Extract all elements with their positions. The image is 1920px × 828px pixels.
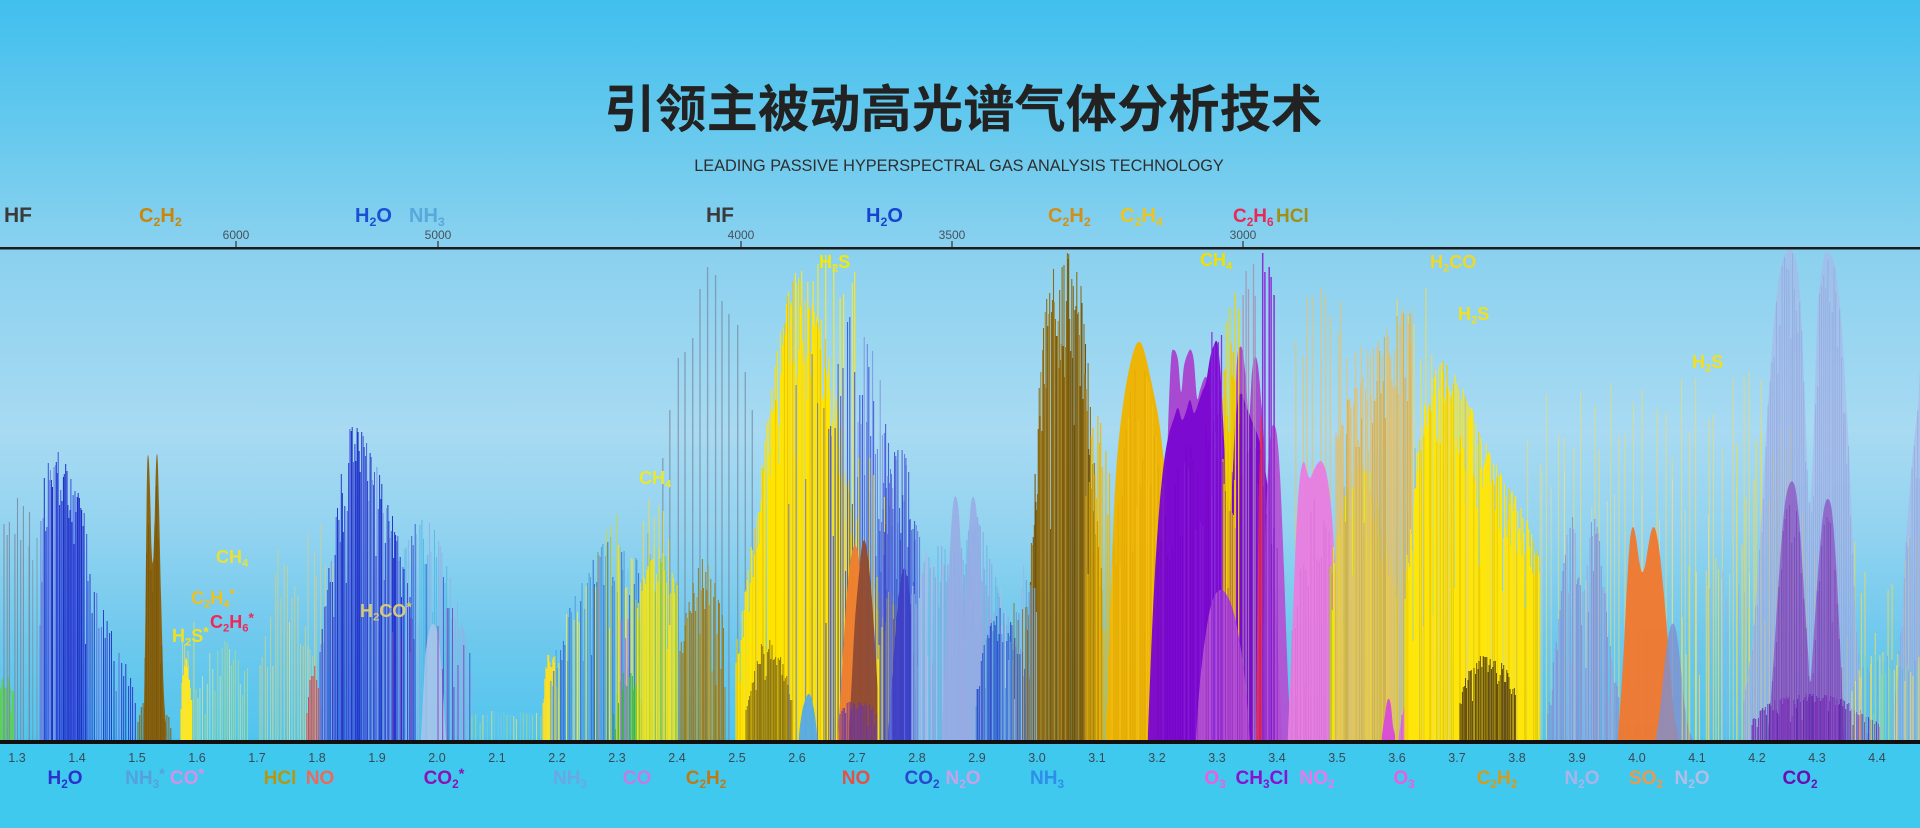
svg-text:3.7: 3.7	[1448, 751, 1465, 765]
svg-text:HF: HF	[706, 204, 734, 227]
svg-text:2.8: 2.8	[908, 751, 925, 765]
svg-text:CH4: CH4	[639, 468, 672, 491]
svg-text:O3: O3	[1204, 768, 1226, 791]
svg-text:H2CO: H2CO	[1430, 252, 1476, 275]
svg-text:H2O: H2O	[47, 768, 82, 791]
svg-text:3500: 3500	[939, 228, 966, 242]
svg-text:HCl: HCl	[1276, 206, 1309, 227]
svg-text:C2H2: C2H2	[686, 768, 727, 791]
svg-text:O3: O3	[1393, 768, 1415, 791]
svg-text:2.4: 2.4	[668, 751, 685, 765]
svg-text:3.2: 3.2	[1148, 751, 1165, 765]
svg-text:1.6: 1.6	[188, 751, 205, 765]
svg-text:2.3: 2.3	[608, 751, 625, 765]
svg-text:3.6: 3.6	[1388, 751, 1405, 765]
svg-text:CO*: CO*	[170, 766, 205, 789]
svg-text:4.3: 4.3	[1808, 751, 1825, 765]
svg-text:H2CO*: H2CO*	[360, 599, 412, 624]
svg-text:CH4: CH4	[216, 547, 249, 570]
svg-text:SO2: SO2	[1629, 768, 1663, 791]
svg-text:2.1: 2.1	[488, 751, 505, 765]
svg-text:3.1: 3.1	[1088, 751, 1105, 765]
svg-text:1.4: 1.4	[68, 751, 85, 765]
svg-text:CO2*: CO2*	[424, 766, 465, 791]
svg-text:CH4: CH4	[1200, 250, 1233, 273]
svg-text:3.4: 3.4	[1268, 751, 1285, 765]
svg-text:2.0: 2.0	[428, 751, 445, 765]
svg-text:NH3: NH3	[553, 768, 587, 791]
svg-text:1.9: 1.9	[368, 751, 385, 765]
svg-text:2.2: 2.2	[548, 751, 565, 765]
svg-text:3.0: 3.0	[1028, 751, 1045, 765]
svg-text:3.5: 3.5	[1328, 751, 1345, 765]
svg-text:LEADING PASSIVE HYPERSPECTRAL: LEADING PASSIVE HYPERSPECTRAL GAS ANALYS…	[694, 157, 1224, 175]
svg-text:CO2: CO2	[1782, 768, 1818, 791]
svg-text:1.3: 1.3	[8, 751, 25, 765]
svg-text:4000: 4000	[728, 228, 755, 242]
svg-text:4.1: 4.1	[1688, 751, 1705, 765]
svg-text:2.6: 2.6	[788, 751, 805, 765]
svg-text:2.5: 2.5	[728, 751, 745, 765]
svg-text:2.7: 2.7	[848, 751, 865, 765]
svg-text:NH3: NH3	[409, 205, 445, 229]
svg-text:C2H2: C2H2	[139, 205, 182, 229]
svg-text:H2S: H2S	[1692, 352, 1723, 375]
svg-text:C2H6: C2H6	[1233, 206, 1274, 229]
svg-text:N2O: N2O	[1674, 768, 1709, 791]
svg-text:NH3*: NH3*	[125, 766, 165, 791]
svg-text:H2S: H2S	[1458, 304, 1489, 327]
svg-text:HCl: HCl	[264, 768, 297, 789]
svg-text:H2O: H2O	[355, 205, 392, 229]
svg-text:C2H2: C2H2	[1477, 768, 1518, 791]
svg-text:N2O: N2O	[945, 768, 980, 791]
svg-text:3.3: 3.3	[1208, 751, 1225, 765]
svg-text:CO2: CO2	[904, 768, 940, 791]
svg-text:C2H2: C2H2	[1048, 205, 1091, 229]
svg-text:NO: NO	[842, 768, 871, 789]
svg-text:4.2: 4.2	[1748, 751, 1765, 765]
svg-text:1.8: 1.8	[308, 751, 325, 765]
svg-text:CO: CO	[623, 768, 652, 789]
svg-text:H2S*: H2S*	[172, 624, 209, 649]
svg-text:3.8: 3.8	[1508, 751, 1525, 765]
svg-text:NO2: NO2	[1299, 768, 1335, 791]
svg-text:1.5: 1.5	[128, 751, 145, 765]
svg-text:CH3Cl: CH3Cl	[1235, 768, 1288, 791]
svg-text:C2H4*: C2H4*	[191, 586, 235, 611]
svg-text:C2H4: C2H4	[1120, 205, 1163, 229]
svg-text:HF: HF	[4, 204, 32, 227]
svg-text:NO: NO	[306, 768, 335, 789]
svg-text:6000: 6000	[223, 228, 250, 242]
svg-text:4.0: 4.0	[1628, 751, 1645, 765]
svg-text:H2S: H2S	[819, 252, 850, 275]
svg-text:5000: 5000	[425, 228, 452, 242]
svg-text:C2H6*: C2H6*	[210, 610, 254, 635]
svg-text:3000: 3000	[1230, 228, 1257, 242]
svg-text:NH3: NH3	[1030, 768, 1064, 791]
svg-text:1.7: 1.7	[248, 751, 265, 765]
svg-text:H2O: H2O	[866, 205, 903, 229]
svg-text:N2O: N2O	[1564, 768, 1599, 791]
svg-text:4.4: 4.4	[1868, 751, 1885, 765]
svg-text:2.9: 2.9	[968, 751, 985, 765]
svg-text:3.9: 3.9	[1568, 751, 1585, 765]
